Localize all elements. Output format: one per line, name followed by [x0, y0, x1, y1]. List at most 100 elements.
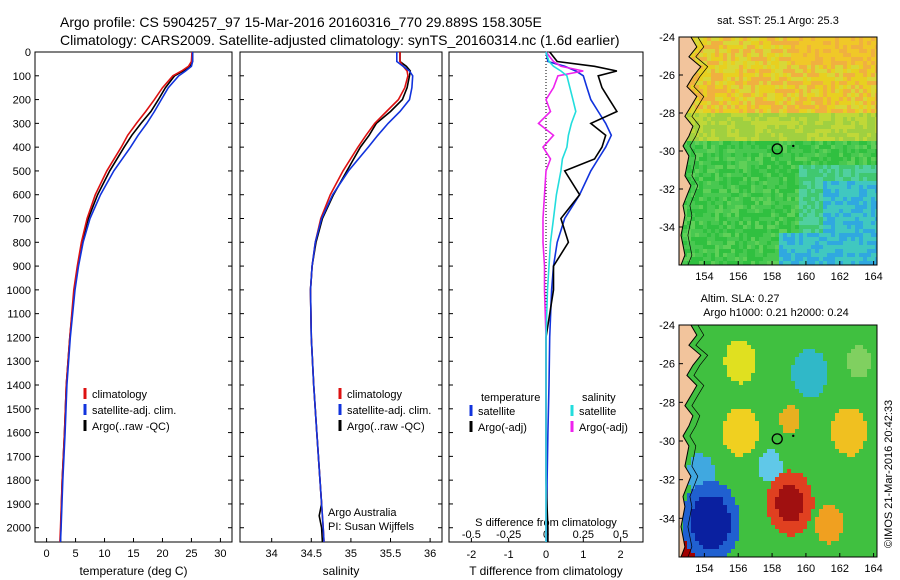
- y-tick-label: -28: [659, 108, 675, 120]
- title-line-1: Argo profile: CS 5904257_97 15-Mar-2016 …: [60, 14, 542, 30]
- x-tick-label: 162: [831, 271, 849, 283]
- x-tick-label-t: -2: [466, 549, 476, 561]
- sla-map-panel: 154 156 158 160 162 164 -24 -26 -28 -30 -32 -34 Alti…: [659, 293, 883, 575]
- x-tick-label-t: 0: [543, 549, 549, 561]
- island-marker: [792, 434, 795, 438]
- legend-label: satellite-adj. clim.: [347, 405, 431, 417]
- sla-map-title-2: Argo h1000: 0.21 h2000: 0.24: [703, 307, 849, 319]
- y-tick-label: 800: [13, 237, 31, 249]
- sst-map-panel: 154 156 158 160 162 164 -24 -26 -28 -30 -32 -34 sat.…: [659, 15, 883, 283]
- argo-line: [59, 52, 194, 543]
- x-tick-label: 156: [729, 271, 747, 283]
- sla-field: [679, 325, 877, 557]
- argo-position-marker: [771, 143, 783, 155]
- salinity-frame: [239, 51, 443, 543]
- legend-s-label: Argo(-adj): [579, 422, 628, 434]
- x-tick-label: 156: [729, 563, 747, 575]
- x-tick-label: 158: [763, 563, 781, 575]
- x-tick-label-s: 0.25: [573, 529, 594, 541]
- land-area: [679, 325, 701, 557]
- x-tick-label: 160: [797, 563, 815, 575]
- temperature-frame: [34, 51, 233, 543]
- argo-line: [309, 52, 412, 543]
- y-tick-label: 1200: [7, 332, 31, 344]
- y-tick-label: -26: [659, 70, 675, 82]
- satellite-line: [59, 52, 194, 543]
- y-tick-label: 1700: [7, 451, 31, 463]
- y-tick-label: -32: [659, 184, 675, 196]
- y-tick-label: -32: [659, 475, 675, 487]
- annotation-line-1: Argo Australia: [328, 507, 397, 519]
- x-axis-label: temperature (deg C): [79, 564, 187, 578]
- x-tick-label: 154: [695, 271, 713, 283]
- legend-label: climatology: [92, 389, 148, 401]
- y-tick-label: -34: [659, 513, 675, 525]
- x-tick-label: 30: [214, 548, 226, 560]
- y-tick-label: 1000: [7, 285, 31, 297]
- x-tick-label: 34.5: [301, 548, 322, 560]
- land-area: [679, 37, 701, 265]
- y-tick-label: 500: [13, 166, 31, 178]
- title-line-2: Climatology: CARS2009. Satellite-adjuste…: [60, 32, 620, 48]
- x-tick-label: 34: [266, 548, 278, 560]
- legend-s-label: satellite: [579, 406, 616, 418]
- sla-map-title-1: Altim. SLA: 0.27: [701, 293, 780, 305]
- x-tick-label-s: -0.25: [496, 529, 521, 541]
- legend-label: Argo(..raw -QC): [92, 421, 170, 433]
- x-tick-label-t: 1: [580, 549, 586, 561]
- y-tick-label: 400: [13, 142, 31, 154]
- y-tick-label: 200: [13, 95, 31, 107]
- salinity-panel: 34 34.5 35 35.5 36 salinity climatology satelli…: [239, 51, 443, 578]
- x-tick-label: 10: [98, 548, 110, 560]
- x-tick-label: 35: [345, 548, 357, 560]
- climatology-line: [59, 51, 193, 543]
- y-tick-label: 1500: [7, 404, 31, 416]
- sst-map-title: sat. SST: 25.1 Argo: 25.3: [717, 15, 839, 27]
- x-tick-label: 160: [797, 271, 815, 283]
- x-tick-label: 35.5: [380, 548, 401, 560]
- x-tick-label: 25: [185, 548, 197, 560]
- x-tick-label: 20: [156, 548, 168, 560]
- x-tick-label: 158: [763, 271, 781, 283]
- x-axis-label-t: T difference from climatology: [469, 564, 623, 578]
- y-tick-label: 1100: [7, 309, 31, 321]
- y-tick-label: -30: [659, 146, 675, 158]
- y-tick-label: 700: [13, 214, 31, 226]
- y-tick-label: 300: [13, 118, 31, 130]
- credit-text: ©IMOS 21-Mar-2016 20:42:33: [883, 400, 895, 548]
- y-tick-label: -34: [659, 222, 675, 234]
- y-tick-label: -24: [659, 320, 675, 332]
- y-tick-label: 900: [13, 261, 31, 273]
- y-tick-label: 1900: [7, 499, 31, 511]
- x-tick-label-t: 2: [618, 549, 624, 561]
- satellite-t-line: [545, 51, 613, 542]
- x-tick-label: 154: [695, 563, 713, 575]
- x-tick-label-t: -1: [504, 549, 514, 561]
- legend-label: climatology: [347, 389, 403, 401]
- legend-t-label: Argo(-adj): [478, 422, 527, 434]
- x-tick-label: 164: [864, 271, 882, 283]
- legend-label: Argo(..raw -QC): [347, 421, 425, 433]
- y-tick-label: 1600: [7, 428, 31, 440]
- y-tick-label: -28: [659, 397, 675, 409]
- sst-field: [679, 37, 877, 265]
- satellite-line: [309, 52, 414, 543]
- x-tick-label: 0: [44, 548, 50, 560]
- temperature-panel: 0100200300400500600700800900100011001200…: [7, 47, 233, 578]
- difference-panel: -2 -1 0 1 2-0.5 -0.25 0 0.25 0.5S difference fro…: [448, 51, 644, 578]
- argo-position-marker: [771, 433, 783, 445]
- y-tick-label: 600: [13, 190, 31, 202]
- y-tick-label: -26: [659, 359, 675, 371]
- y-tick-label: 1400: [7, 380, 31, 392]
- annotation-line-2: PI: Susan Wijffels: [328, 521, 414, 533]
- x-tick-label: 5: [72, 548, 78, 560]
- shelf-contour: [687, 325, 709, 557]
- shelf-contour: [687, 37, 709, 265]
- y-tick-label: 0: [25, 47, 31, 59]
- y-tick-label: -30: [659, 436, 675, 448]
- y-tick-label: 100: [13, 71, 31, 83]
- climatology-line: [309, 52, 409, 543]
- island-marker: [792, 144, 795, 148]
- legend-label: satellite-adj. clim.: [92, 405, 176, 417]
